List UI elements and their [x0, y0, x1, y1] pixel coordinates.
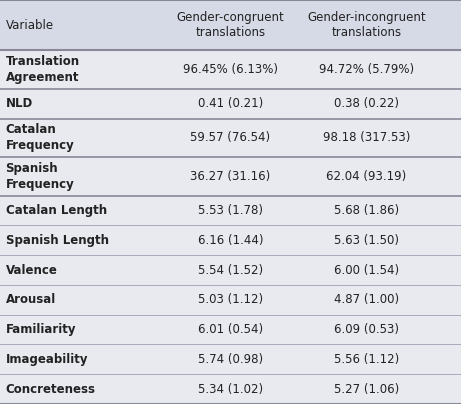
Bar [0, 285, 461, 315]
Text: 0.38 (0.22): 0.38 (0.22) [334, 97, 399, 110]
Bar [0, 50, 461, 89]
Text: Catalan Length: Catalan Length [6, 204, 106, 217]
Bar [0, 89, 461, 119]
Text: 5.53 (1.78): 5.53 (1.78) [198, 204, 263, 217]
Text: 5.27 (1.06): 5.27 (1.06) [334, 383, 399, 396]
Text: 96.45% (6.13%): 96.45% (6.13%) [183, 63, 278, 76]
Text: 5.34 (1.02): 5.34 (1.02) [198, 383, 263, 396]
Text: Translation
Agreement: Translation Agreement [6, 55, 80, 84]
Text: 5.74 (0.98): 5.74 (0.98) [198, 353, 263, 366]
Text: Catalan
Frequency: Catalan Frequency [6, 123, 74, 152]
Bar [0, 119, 461, 157]
Bar [0, 315, 461, 345]
Text: Arousal: Arousal [6, 293, 56, 306]
Text: 6.09 (0.53): 6.09 (0.53) [334, 323, 399, 336]
Text: 98.18 (317.53): 98.18 (317.53) [323, 131, 410, 144]
Text: 59.57 (76.54): 59.57 (76.54) [190, 131, 271, 144]
Bar [0, 0, 461, 50]
Text: Valence: Valence [6, 263, 58, 277]
Text: 6.16 (1.44): 6.16 (1.44) [198, 234, 263, 247]
Bar [0, 255, 461, 285]
Text: 0.41 (0.21): 0.41 (0.21) [198, 97, 263, 110]
Text: NLD: NLD [6, 97, 33, 110]
Text: Variable: Variable [6, 19, 53, 32]
Text: 5.03 (1.12): 5.03 (1.12) [198, 293, 263, 306]
Text: Familiarity: Familiarity [6, 323, 76, 336]
Bar [0, 374, 461, 404]
Bar [0, 225, 461, 255]
Text: Imageability: Imageability [6, 353, 88, 366]
Text: 6.01 (0.54): 6.01 (0.54) [198, 323, 263, 336]
Text: 62.04 (93.19): 62.04 (93.19) [326, 170, 407, 183]
Text: 5.68 (1.86): 5.68 (1.86) [334, 204, 399, 217]
Text: Gender-incongruent
translations: Gender-incongruent translations [307, 11, 426, 39]
Text: Concreteness: Concreteness [6, 383, 95, 396]
Text: 5.54 (1.52): 5.54 (1.52) [198, 263, 263, 277]
Bar [0, 196, 461, 225]
Bar [0, 157, 461, 196]
Text: Spanish
Frequency: Spanish Frequency [6, 162, 74, 191]
Text: Gender-congruent
translations: Gender-congruent translations [177, 11, 284, 39]
Text: 5.56 (1.12): 5.56 (1.12) [334, 353, 399, 366]
Text: 36.27 (31.16): 36.27 (31.16) [190, 170, 271, 183]
Text: 4.87 (1.00): 4.87 (1.00) [334, 293, 399, 306]
Text: 94.72% (5.79%): 94.72% (5.79%) [319, 63, 414, 76]
Bar [0, 345, 461, 374]
Text: Spanish Length: Spanish Length [6, 234, 108, 247]
Text: 5.63 (1.50): 5.63 (1.50) [334, 234, 399, 247]
Text: 6.00 (1.54): 6.00 (1.54) [334, 263, 399, 277]
